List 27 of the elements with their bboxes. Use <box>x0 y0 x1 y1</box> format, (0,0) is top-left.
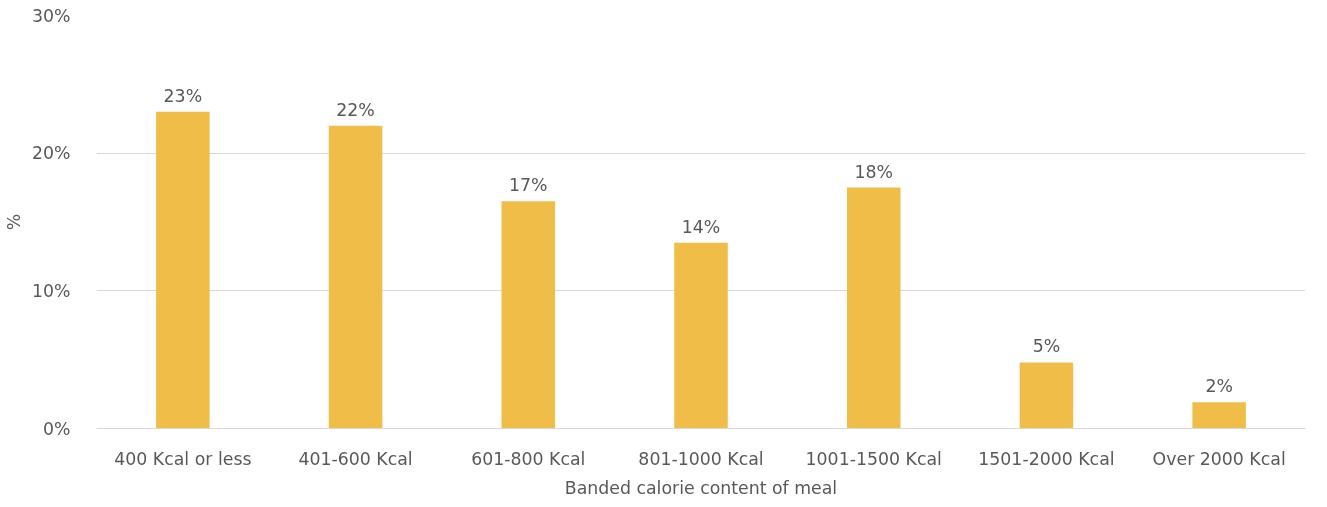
x-axis-title: Banded calorie content of meal <box>564 477 838 498</box>
x-tick-label: 1001-1500 Kcal <box>805 448 942 469</box>
x-tick-label: 400 Kcal or less <box>114 448 252 469</box>
x-tick-label: 401-600 Kcal <box>298 448 413 469</box>
data-label: 22% <box>336 99 375 120</box>
bar <box>1019 362 1074 429</box>
bar <box>156 111 210 429</box>
x-tick-label: 601-800 Kcal <box>471 448 586 469</box>
bar <box>328 125 383 429</box>
y-tick-label: 30% <box>31 5 71 26</box>
x-tick-label: Over 2000 Kcal <box>1152 448 1286 469</box>
bar <box>1192 402 1246 429</box>
x-tick-label: 1501-2000 Kcal <box>978 448 1115 469</box>
data-label: 18% <box>854 161 893 182</box>
bar <box>501 201 556 429</box>
y-axis-title: % <box>3 213 24 231</box>
data-label: 2% <box>1205 376 1233 397</box>
data-label: 14% <box>681 216 721 237</box>
data-label: 5% <box>1032 336 1061 357</box>
data-label: 23% <box>163 85 203 106</box>
bar <box>674 242 728 429</box>
y-tick-label: 10% <box>31 280 71 301</box>
y-tick-label: 0% <box>43 418 71 439</box>
data-label: 17% <box>509 175 548 196</box>
bar <box>846 187 901 429</box>
y-tick-label: 20% <box>31 143 71 164</box>
x-tick-label: 801-1000 Kcal <box>638 448 764 469</box>
